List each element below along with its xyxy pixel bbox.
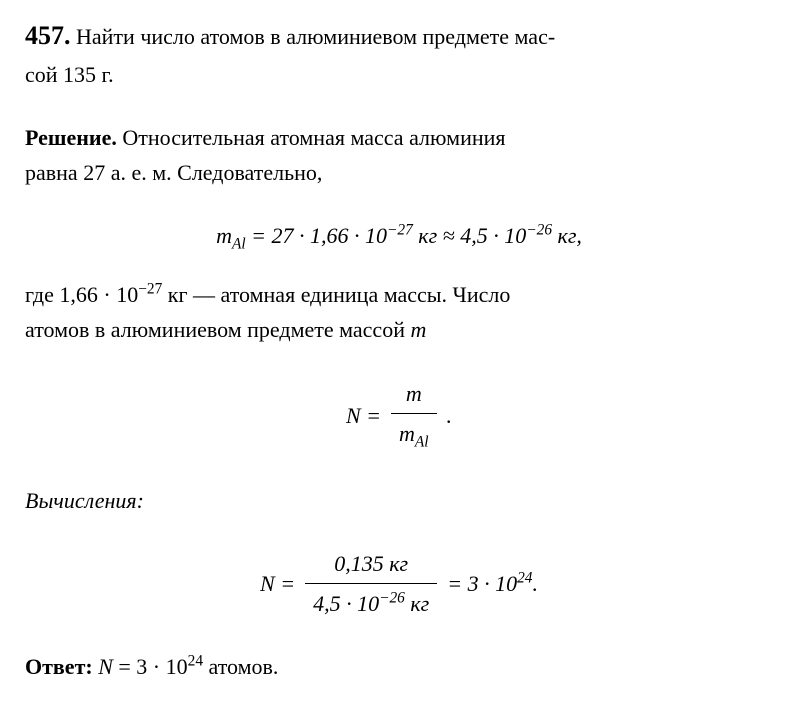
formula-mass-al: mAl = 27 · 1,66 · 10−27 кг ≈ 4,5 · 10−26… xyxy=(25,218,773,257)
problem-text-line1: Найти число атомов в алюминиевом предмет… xyxy=(71,24,556,49)
answer-eq: = 3 · 10 xyxy=(113,654,188,679)
eq-part1: = 27 · 1,66 · 10 xyxy=(246,223,387,248)
exp-neg27: −27 xyxy=(387,222,413,239)
calculations-label: Вычисления: xyxy=(25,483,773,518)
where-line1b: кг — атомная единица массы. Число xyxy=(162,282,510,307)
formula-n: N = m mAl . xyxy=(25,376,773,455)
eq-mid: кг ≈ 4,5 · 10 xyxy=(413,223,526,248)
calc-den: 4,5 · 10−26 кг xyxy=(305,584,437,621)
formula-period: . xyxy=(447,398,453,433)
solution-intro: Решение. Относительная атомная масса алю… xyxy=(25,120,773,190)
problem-text-line2: сой 135 г. xyxy=(25,57,773,92)
answer-block: Ответ: N = 3 · 1024 атомов. xyxy=(25,649,773,684)
calc-result: = 3 · 1024. xyxy=(447,566,538,601)
solution-intro-line2: равна 27 а. е. м. Следовательно, xyxy=(25,155,773,190)
answer-exp: 24 xyxy=(188,653,203,670)
frac-den: mAl xyxy=(391,414,437,455)
var-m-italic: m xyxy=(410,317,426,342)
var-m: m xyxy=(216,223,232,248)
where-line2: атомов в алюминиевом предмете массой xyxy=(25,317,410,342)
eq-suffix: кг, xyxy=(552,223,582,248)
where-exp: −27 xyxy=(138,281,162,298)
n-lhs: N = xyxy=(346,398,381,433)
frac-num: m xyxy=(391,376,437,414)
fraction-m-mal: m mAl xyxy=(391,376,437,455)
where-line1a: где 1,66 · 10 xyxy=(25,282,138,307)
answer-n: N xyxy=(98,654,113,679)
problem-statement: 457. Найти число атомов в алюминиевом пр… xyxy=(25,15,773,92)
solution-intro-line1: Относительная атомная масса алюминия xyxy=(117,125,506,150)
calc-lhs: N = xyxy=(260,566,295,601)
problem-number: 457. xyxy=(25,21,71,50)
answer-suffix: атомов. xyxy=(203,654,278,679)
sub-al: Al xyxy=(232,236,246,253)
answer-label: Ответ: xyxy=(25,654,98,679)
fraction-calc: 0,135 кг 4,5 · 10−26 кг xyxy=(305,546,437,621)
calc-num: 0,135 кг xyxy=(305,546,437,584)
exp-neg26: −26 xyxy=(526,222,552,239)
solution-label: Решение. xyxy=(25,125,117,150)
where-explanation: где 1,66 · 10−27 кг — атомная единица ма… xyxy=(25,277,773,347)
formula-calculation: N = 0,135 кг 4,5 · 10−26 кг = 3 · 1024. xyxy=(25,546,773,621)
